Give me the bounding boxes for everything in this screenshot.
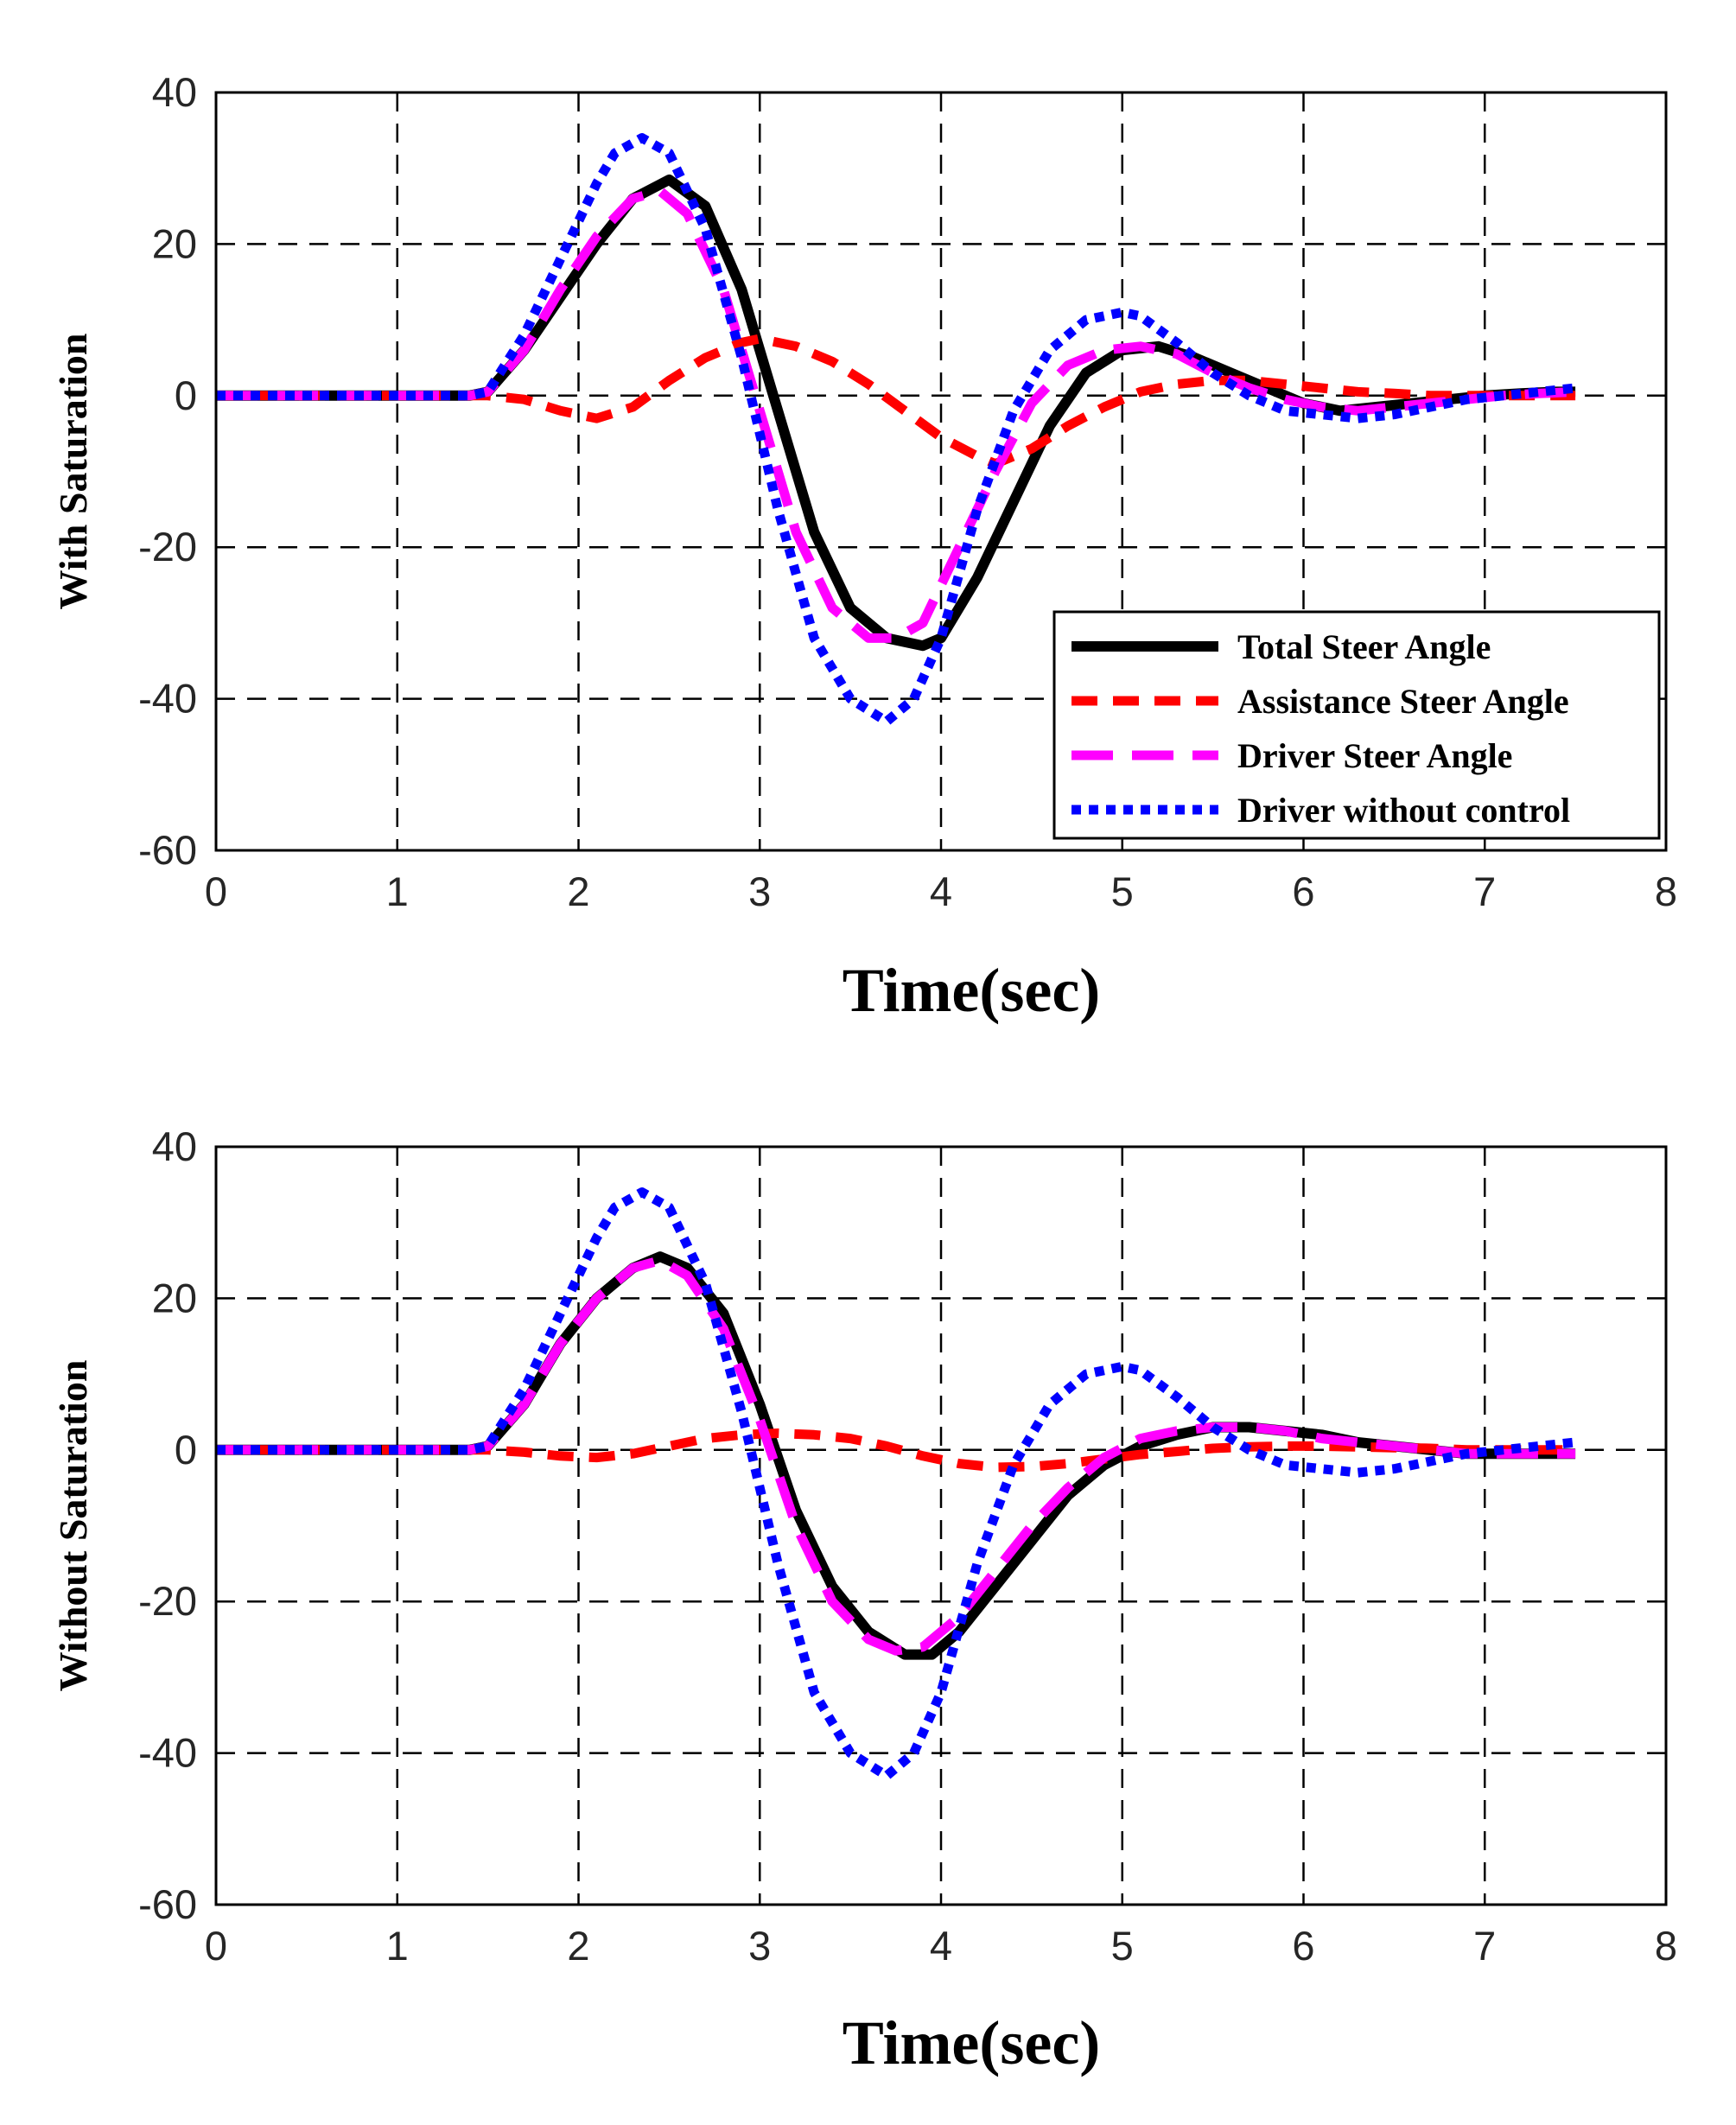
x-axis-label: Time(sec) [843,2008,1101,2077]
y-tick-label: 0 [175,372,197,418]
x-tick-label: 6 [1292,868,1314,914]
legend-box [1052,610,1661,840]
x-tick-label: 5 [1111,1923,1134,1969]
x-tick-label: 4 [930,1923,952,1969]
series-line-driver-steer-angle [216,186,1576,643]
series-line-driver-steer-angle [216,1256,1576,1656]
x-tick-label: 8 [1655,868,1677,914]
y-axis-label: With Saturation [51,334,95,610]
y-tick-label: -60 [138,1881,197,1927]
y-tick-label: -60 [138,827,197,873]
axes-frame [214,91,1668,852]
axes-frame [214,1145,1668,1906]
x-tick-label: 3 [748,868,771,914]
x-tick-label: 7 [1473,1923,1496,1969]
series-line-total-steer-angle [216,1251,1576,1660]
y-tick-label: -40 [138,676,197,722]
legend-label: Assistance Steer Angle [1237,682,1569,721]
series-line-assistance-steer-angle [216,334,1576,469]
x-tick-label: 6 [1292,1923,1314,1969]
y-tick-label: 20 [152,220,197,266]
x-axis-label: Time(sec) [843,956,1101,1025]
x-tick-label: 4 [930,868,952,914]
legend: Total Steer Angle Assistance Steer Angle D… [1052,610,1661,840]
x-tick-label: 1 [386,868,409,914]
y-tick-label: 40 [152,1123,197,1169]
x-tick-label: 2 [567,1923,589,1969]
x-tick-label: 7 [1473,868,1496,914]
x-tick-label: 2 [567,868,589,914]
legend-label: Driver without control [1237,791,1570,830]
y-tick-label: 0 [175,1427,197,1473]
x-tick-label: 5 [1111,868,1134,914]
y-tick-label: -20 [138,524,197,569]
x-tick-label: 0 [205,868,227,914]
chart-2: 0 1 2 3 4 5 6 7 8 40 20 0 -20 -40 -60 Time(sec) Without … [51,1123,1677,2077]
x-tick-label: 0 [205,1923,227,1969]
y-tick-label: 20 [152,1275,197,1320]
x-tick-label: 8 [1655,1923,1677,1969]
y-tick-label: -20 [138,1578,197,1624]
legend-label: Driver Steer Angle [1237,736,1512,775]
x-tick-label: 3 [748,1923,771,1969]
chart-1: 0 1 2 3 4 5 6 7 8 40 20 0 -20 -40 -60 Time(sec) With Sat… [51,69,1677,1025]
y-tick-label: 40 [152,69,197,115]
y-tick-label: -40 [138,1730,197,1776]
x-tick-label: 1 [386,1923,409,1969]
series-line-driver-without-control [216,1187,1576,1781]
legend-label: Total Steer Angle [1237,627,1491,666]
y-axis-label: Without Saturation [51,1360,95,1692]
